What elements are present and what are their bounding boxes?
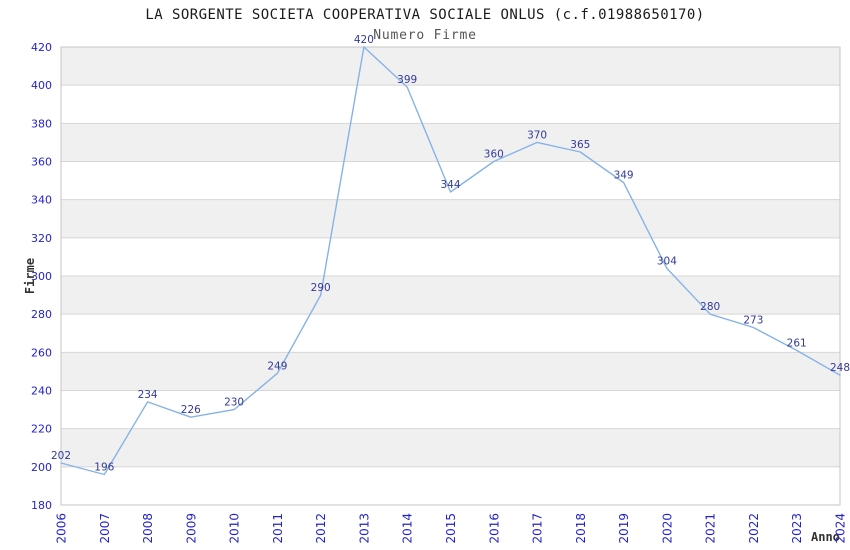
data-label: 234 (138, 389, 158, 401)
y-tick-label: 200 (31, 461, 52, 474)
x-tick-label: 2018 (574, 513, 588, 544)
data-label: 280 (700, 301, 720, 313)
x-tick-label: 2022 (747, 513, 761, 544)
x-tick-label: 2012 (314, 513, 328, 544)
grid-band (61, 47, 840, 86)
grid-band (61, 428, 840, 467)
y-tick-label: 360 (31, 156, 52, 169)
grid-band (61, 276, 840, 315)
x-tick-label: 2017 (531, 513, 545, 544)
y-tick-label: 280 (31, 308, 52, 321)
data-label: 202 (51, 450, 71, 462)
y-tick-label: 300 (31, 270, 52, 283)
data-label: 420 (354, 34, 374, 46)
grid-band (61, 123, 840, 162)
x-tick-label: 2023 (790, 513, 804, 544)
grid-band (61, 314, 840, 353)
y-tick-label: 220 (31, 423, 52, 436)
data-label: 365 (570, 139, 590, 151)
x-tick-label: 2014 (401, 513, 415, 544)
x-tick-label: 2024 (834, 513, 848, 544)
x-tick-label: 2020 (660, 513, 674, 544)
data-label: 226 (181, 404, 201, 416)
data-label: 370 (527, 129, 547, 141)
data-label: 273 (743, 315, 763, 327)
y-tick-label: 260 (31, 346, 52, 359)
data-label: 248 (830, 362, 850, 374)
y-tick-label: 380 (31, 117, 52, 130)
series-line (60, 46, 841, 476)
y-tick-label: 320 (31, 232, 52, 245)
grid-band (61, 161, 840, 200)
y-tick-label: 340 (31, 194, 52, 207)
y-tick-label: 420 (31, 41, 52, 54)
data-label: 196 (94, 462, 114, 474)
x-tick-label: 2007 (98, 513, 112, 544)
grid-band (61, 466, 840, 505)
x-tick-label: 2009 (184, 513, 198, 544)
grid-band (61, 85, 840, 124)
grid-band (61, 199, 840, 238)
grid-band (61, 237, 840, 276)
x-tick-label: 2010 (228, 513, 242, 544)
data-label: 261 (787, 337, 807, 349)
chart-title: LA SORGENTE SOCIETA COOPERATIVA SOCIALE … (145, 7, 705, 23)
data-label: 290 (311, 282, 331, 294)
x-tick-label: 2011 (271, 513, 285, 544)
plot-border (60, 46, 841, 506)
x-tick-label: 2006 (55, 513, 69, 544)
data-label: 230 (224, 397, 244, 409)
x-tick-label: 2021 (704, 513, 718, 544)
y-tick-label: 400 (31, 79, 52, 92)
x-tick-label: 2019 (617, 513, 631, 544)
grid-band (61, 390, 840, 429)
x-tick-label: 2013 (357, 513, 371, 544)
y-tick-label: 180 (31, 499, 52, 512)
data-label: 360 (484, 149, 504, 161)
data-label: 399 (397, 74, 417, 86)
data-label: 249 (267, 360, 287, 372)
legend-label: Numero Firme (373, 28, 477, 43)
x-tick-label: 2008 (141, 513, 155, 544)
y-tick-label: 240 (31, 385, 52, 398)
x-tick-label: 2016 (487, 513, 501, 544)
data-label: 304 (657, 255, 677, 267)
data-label: 349 (614, 170, 634, 182)
x-tick-label: 2015 (444, 513, 458, 544)
data-label: 344 (440, 179, 460, 191)
x-axis-label: Anno (811, 530, 840, 544)
grid-band (61, 352, 840, 391)
